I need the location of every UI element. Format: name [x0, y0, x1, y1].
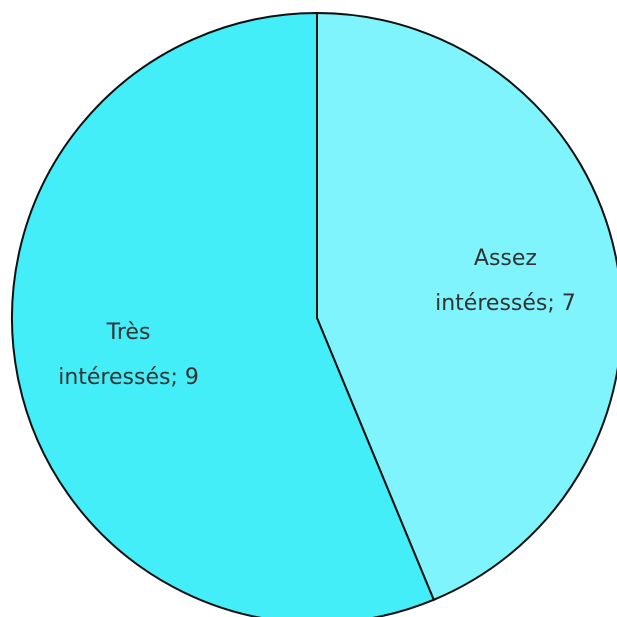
pie-slice [316, 11, 617, 602]
data-label: Assez intéressés; 7 [435, 245, 576, 316]
pie-slice [11, 11, 436, 617]
data-label: Très intéressés; 9 [58, 320, 199, 391]
